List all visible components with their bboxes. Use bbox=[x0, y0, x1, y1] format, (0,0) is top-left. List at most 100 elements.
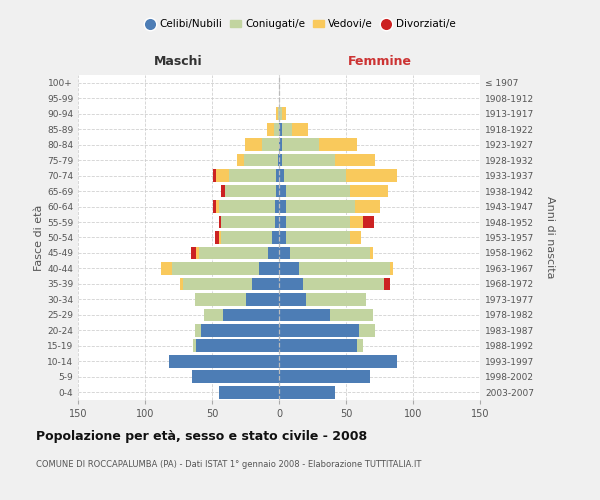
Bar bbox=[194, 293, 245, 306]
Bar bbox=[292, 123, 308, 136]
Bar bbox=[218, 216, 221, 228]
Bar bbox=[214, 200, 216, 213]
Bar bbox=[218, 386, 279, 398]
Bar bbox=[215, 231, 218, 244]
Bar bbox=[245, 138, 262, 151]
Bar bbox=[191, 246, 196, 260]
Bar bbox=[262, 138, 279, 151]
Bar bbox=[229, 169, 277, 182]
Y-axis label: Fasce di età: Fasce di età bbox=[34, 204, 44, 270]
Bar bbox=[364, 216, 374, 228]
Bar bbox=[299, 262, 390, 275]
Bar bbox=[279, 108, 281, 120]
Text: Maschi: Maschi bbox=[154, 56, 203, 68]
Bar bbox=[192, 370, 279, 383]
Bar bbox=[303, 278, 383, 290]
Bar bbox=[204, 308, 223, 321]
Bar bbox=[252, 278, 279, 290]
Bar bbox=[196, 246, 199, 260]
Bar bbox=[216, 200, 218, 213]
Bar bbox=[172, 262, 259, 275]
Bar bbox=[169, 355, 279, 368]
Bar bbox=[221, 184, 226, 198]
Bar bbox=[281, 123, 292, 136]
Bar bbox=[286, 200, 355, 213]
Bar bbox=[214, 169, 216, 182]
Bar bbox=[226, 184, 277, 198]
Bar bbox=[279, 184, 286, 198]
Bar bbox=[180, 278, 182, 290]
Bar bbox=[279, 370, 370, 383]
Bar bbox=[279, 324, 359, 336]
Bar bbox=[281, 154, 335, 166]
Bar bbox=[279, 138, 281, 151]
Bar bbox=[370, 246, 373, 260]
Bar bbox=[279, 293, 306, 306]
Bar bbox=[279, 231, 286, 244]
Bar bbox=[277, 108, 278, 120]
Bar bbox=[346, 169, 397, 182]
Bar bbox=[281, 138, 319, 151]
Bar bbox=[245, 293, 279, 306]
Bar bbox=[319, 138, 357, 151]
Bar bbox=[277, 169, 279, 182]
Bar bbox=[161, 262, 172, 275]
Bar bbox=[279, 308, 330, 321]
Bar bbox=[383, 278, 390, 290]
Bar bbox=[279, 123, 281, 136]
Bar bbox=[201, 324, 279, 336]
Bar bbox=[219, 200, 275, 213]
Bar bbox=[221, 216, 275, 228]
Bar bbox=[275, 200, 279, 213]
Bar bbox=[182, 278, 252, 290]
Bar bbox=[279, 154, 281, 166]
Bar bbox=[279, 278, 303, 290]
Bar bbox=[244, 154, 278, 166]
Bar bbox=[286, 184, 350, 198]
Bar bbox=[290, 246, 370, 260]
Bar bbox=[278, 154, 279, 166]
Bar bbox=[279, 246, 290, 260]
Bar bbox=[279, 200, 286, 213]
Bar bbox=[259, 262, 279, 275]
Bar bbox=[268, 246, 279, 260]
Text: COMUNE DI ROCCAPALUMBA (PA) - Dati ISTAT 1° gennaio 2008 - Elaborazione TUTTITAL: COMUNE DI ROCCAPALUMBA (PA) - Dati ISTAT… bbox=[36, 460, 421, 469]
Bar bbox=[196, 340, 279, 352]
Bar bbox=[306, 293, 366, 306]
Bar bbox=[275, 216, 279, 228]
Bar bbox=[194, 324, 201, 336]
Bar bbox=[223, 308, 279, 321]
Bar bbox=[267, 123, 274, 136]
Bar bbox=[277, 184, 279, 198]
Bar bbox=[278, 108, 279, 120]
Text: Popolazione per età, sesso e stato civile - 2008: Popolazione per età, sesso e stato civil… bbox=[36, 430, 367, 443]
Bar bbox=[286, 231, 350, 244]
Bar bbox=[359, 324, 376, 336]
Bar bbox=[279, 216, 286, 228]
Y-axis label: Anni di nascita: Anni di nascita bbox=[545, 196, 555, 279]
Bar bbox=[279, 340, 357, 352]
Bar bbox=[350, 231, 361, 244]
Bar bbox=[199, 246, 268, 260]
Bar bbox=[238, 154, 244, 166]
Bar bbox=[216, 169, 229, 182]
Bar bbox=[350, 184, 388, 198]
Legend: Celibi/Nubili, Coniugati/e, Vedovi/e, Divorziati/e: Celibi/Nubili, Coniugati/e, Vedovi/e, Di… bbox=[140, 15, 460, 34]
Bar bbox=[279, 169, 284, 182]
Bar bbox=[274, 123, 279, 136]
Bar bbox=[284, 169, 346, 182]
Bar bbox=[218, 231, 221, 244]
Bar bbox=[390, 262, 393, 275]
Bar bbox=[281, 108, 286, 120]
Bar bbox=[193, 340, 196, 352]
Bar bbox=[330, 308, 373, 321]
Bar bbox=[272, 231, 279, 244]
Bar bbox=[279, 355, 397, 368]
Bar bbox=[279, 262, 299, 275]
Bar bbox=[335, 154, 376, 166]
Bar bbox=[350, 216, 364, 228]
Bar bbox=[279, 386, 335, 398]
Bar bbox=[357, 340, 364, 352]
Text: Femmine: Femmine bbox=[347, 56, 412, 68]
Bar bbox=[221, 231, 272, 244]
